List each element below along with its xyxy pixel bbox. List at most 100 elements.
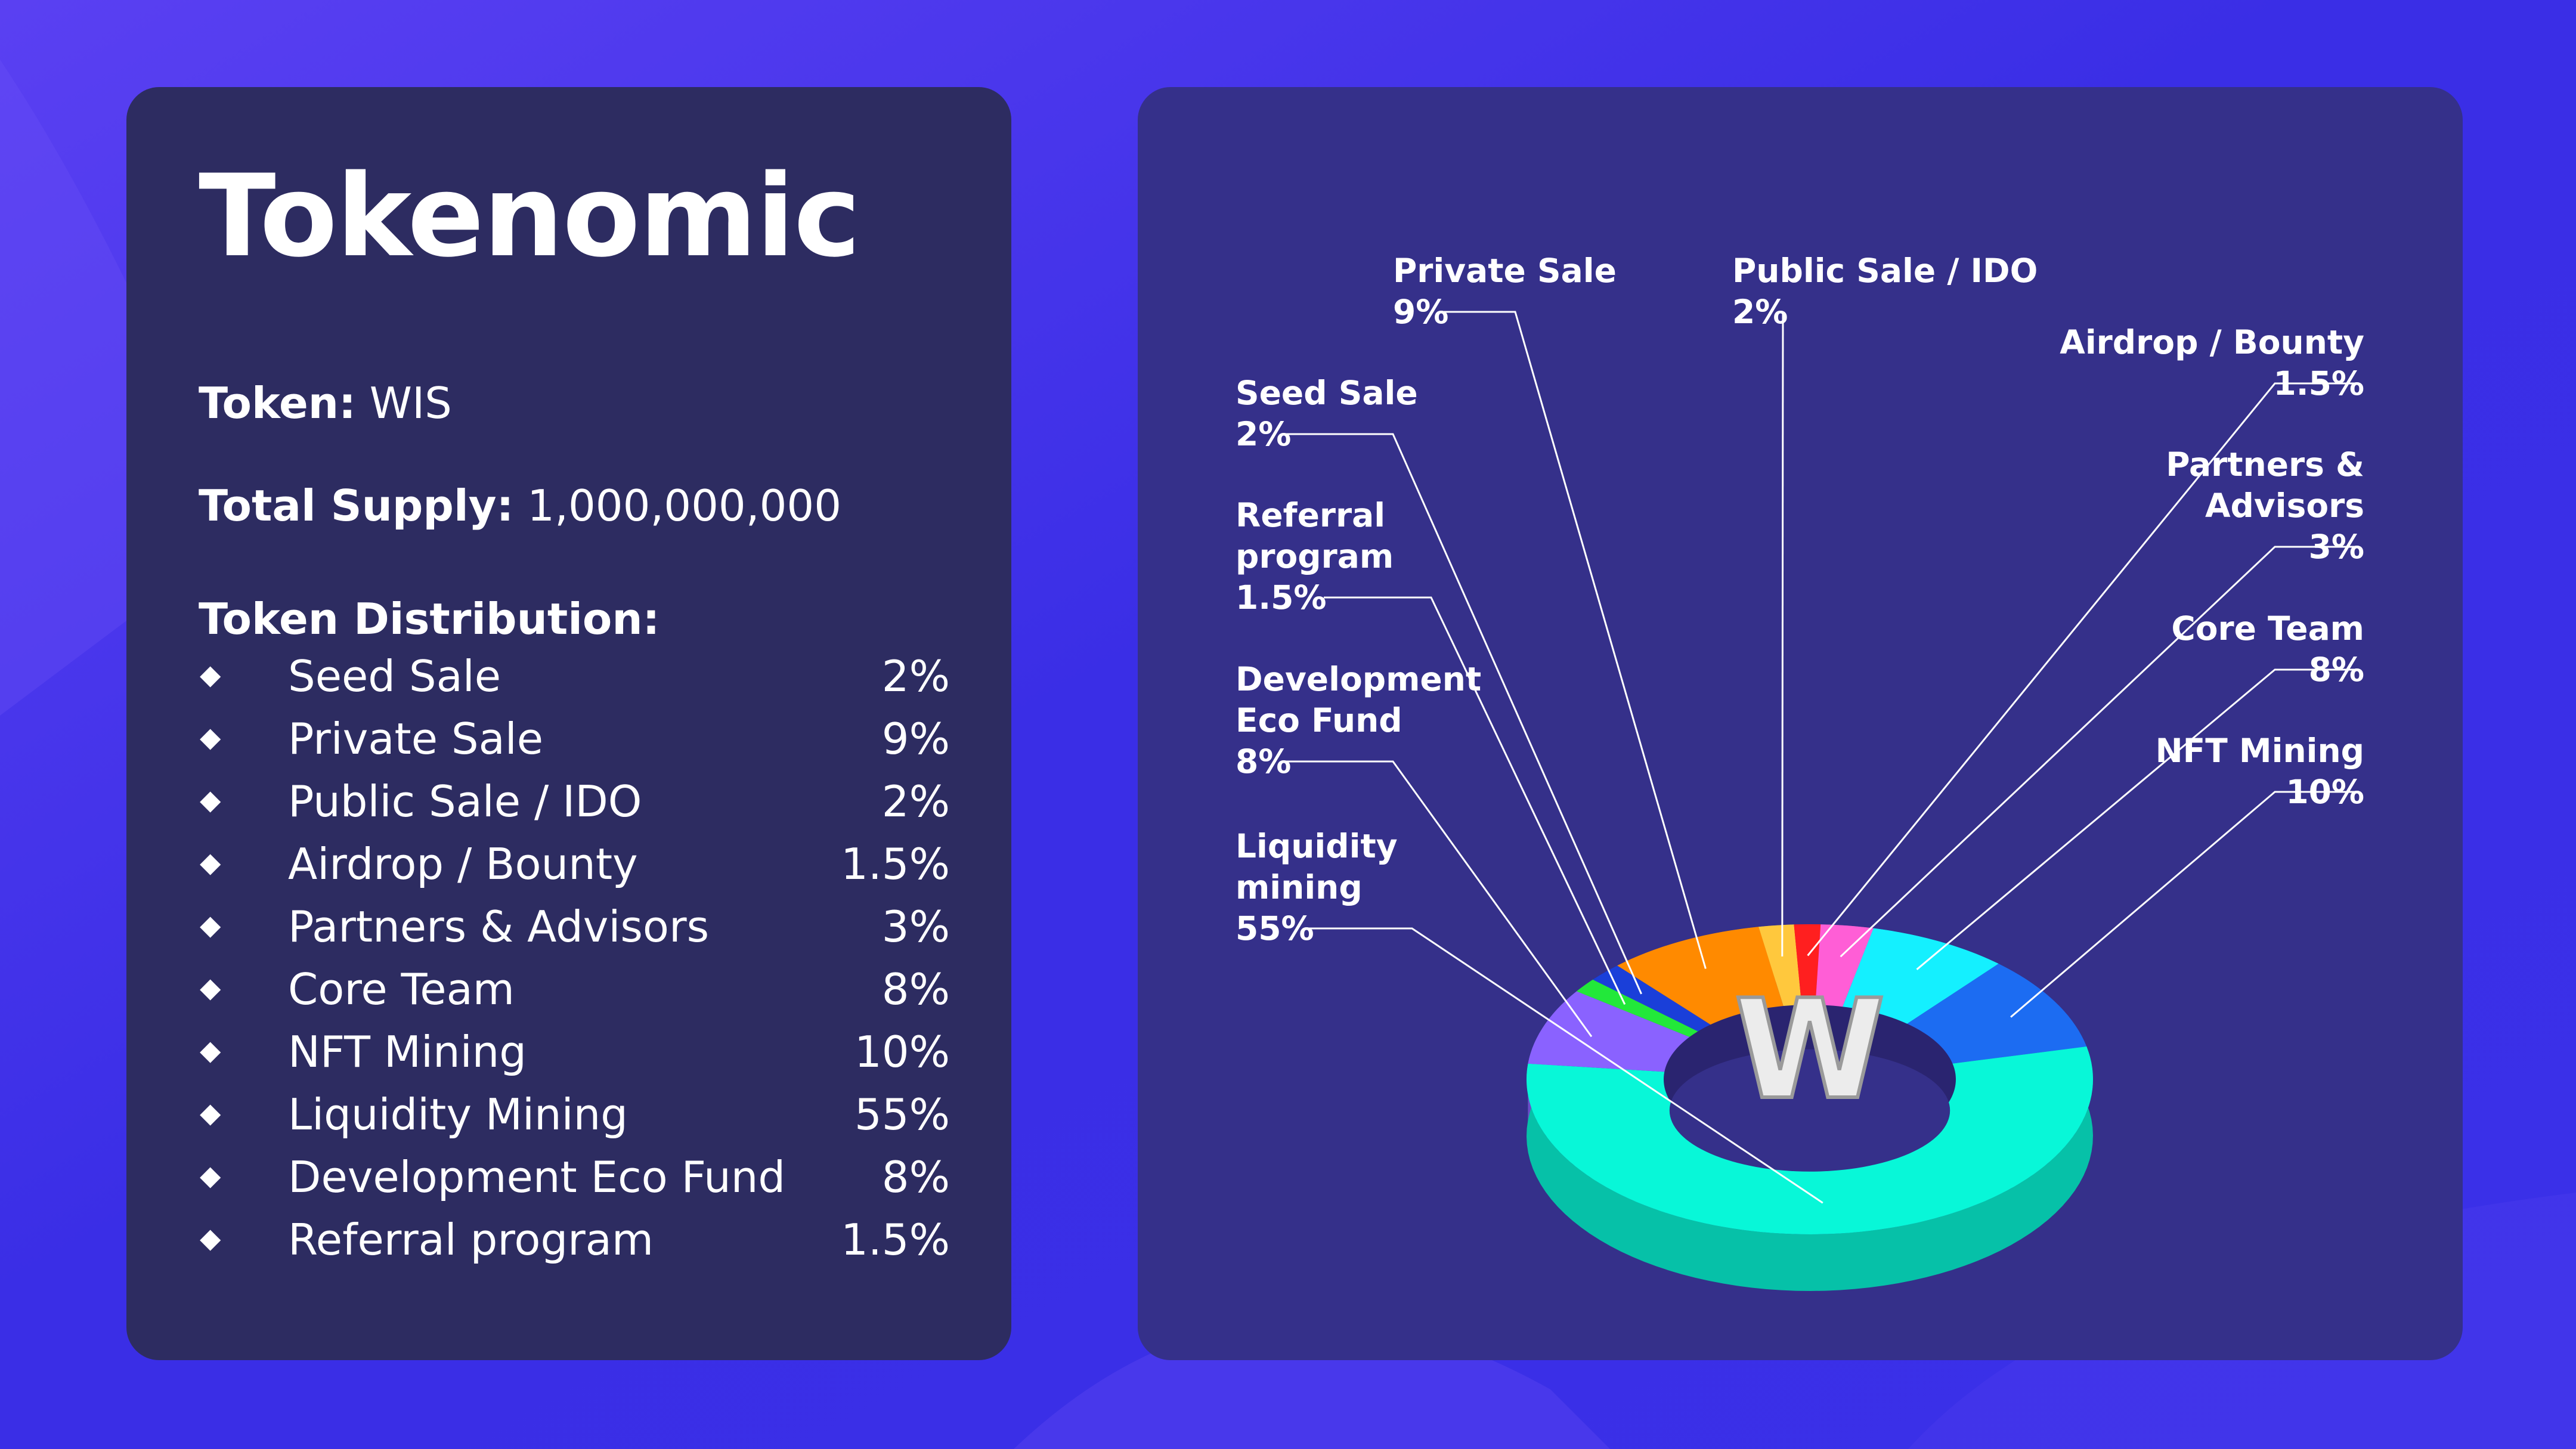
chart-slice	[1528, 991, 1690, 1072]
list-item: ◆ Liquidity Mining 55%	[199, 1093, 950, 1156]
total-supply-label: Total Supply:	[199, 481, 514, 531]
total-supply-info: Total Supply: 1,000,000,000	[199, 484, 841, 527]
diamond-bullet-icon: ◆	[200, 1222, 221, 1254]
chart-label-text: Public Sale / IDO	[1732, 252, 2038, 290]
chart-leader-line	[1444, 311, 1707, 969]
chart-slice-label: Partners & Advisors 3%	[2166, 444, 2364, 568]
chart-slice	[1527, 1046, 2093, 1234]
chart-slice-side	[1527, 1046, 2093, 1291]
diamond-bullet-icon: ◆	[200, 846, 221, 878]
list-item: ◆ Seed Sale 2%	[199, 655, 950, 717]
chart-label-text: NFT Mining	[2155, 732, 2364, 770]
diamond-bullet-icon: ◆	[200, 721, 221, 753]
chart-leader-line	[1286, 433, 1642, 995]
distribution-percent: 2%	[881, 776, 950, 826]
chart-slice-label: Airdrop / Bounty 1.5%	[2060, 322, 2364, 404]
chart-slice	[1815, 924, 1874, 1007]
chart-label-percent: 55%	[1236, 909, 1314, 948]
chart-label-text: Referral	[1236, 496, 1386, 534]
chart-slice	[1758, 924, 1802, 1007]
list-item: ◆ Development Eco Fund 8%	[199, 1156, 950, 1218]
chart-slice	[1794, 924, 1821, 1005]
chart-label-text: Advisors	[2205, 487, 2364, 525]
distribution-name: Liquidity Mining	[288, 1089, 628, 1140]
chart-label-percent: 1.5%	[1236, 578, 1327, 617]
distribution-name: Seed Sale	[288, 651, 501, 701]
total-supply-value: 1,000,000,000	[527, 481, 842, 531]
donut-hole	[1669, 1049, 1950, 1172]
distribution-name: Public Sale / IDO	[288, 776, 642, 826]
diamond-bullet-icon: ◆	[200, 1159, 221, 1191]
chart-label-text: Core Team	[2171, 609, 2364, 648]
distribution-name: Private Sale	[288, 714, 544, 764]
list-item: ◆ Private Sale 9%	[199, 717, 950, 780]
token-value: WIS	[369, 378, 452, 428]
list-item: ◆ NFT Mining 10%	[199, 1030, 950, 1093]
chart-slice-label: Core Team 8%	[2171, 608, 2364, 691]
diamond-bullet-icon: ◆	[200, 784, 221, 816]
chart-leader-line	[2010, 791, 2358, 1018]
list-item: ◆ Referral program 1.5%	[199, 1218, 950, 1281]
chart-slice	[1617, 927, 1784, 1025]
chart-slice-label: Private Sale 9%	[1393, 250, 1617, 333]
tokenomic-info-panel	[126, 87, 1011, 1360]
chart-label-percent: 10%	[2286, 773, 2364, 811]
diamond-bullet-icon: ◆	[200, 1034, 221, 1066]
distribution-heading: Token Distribution:	[199, 594, 660, 644]
page-title: Tokenomic	[199, 150, 861, 282]
list-item: ◆ Public Sale / IDO 2%	[199, 780, 950, 843]
chart-label-percent: 8%	[2308, 651, 2364, 689]
chart-leader-line	[1324, 596, 1626, 1005]
distribution-percent: 8%	[881, 964, 950, 1014]
diamond-bullet-icon: ◆	[200, 1097, 221, 1129]
donut-hole-wall	[1664, 1005, 1956, 1136]
chart-label-percent: 1.5%	[2273, 364, 2364, 402]
distribution-name: Core Team	[288, 964, 515, 1014]
distribution-percent: 3%	[881, 902, 950, 952]
chart-label-text: Private Sale	[1393, 252, 1617, 290]
distribution-name: Airdrop / Bounty	[288, 839, 638, 889]
diamond-bullet-icon: ◆	[200, 658, 221, 691]
distribution-percent: 2%	[881, 651, 950, 701]
chart-slice	[1843, 928, 1999, 1024]
chart-label-percent: 9%	[1393, 293, 1449, 331]
distribution-name: Partners & Advisors	[288, 902, 710, 952]
chart-label-text: Seed Sale	[1236, 374, 1418, 412]
list-item: ◆ Partners & Advisors 3%	[199, 905, 950, 968]
chart-leader-line	[1305, 927, 1823, 1204]
chart-slice-label: Referral program 1.5%	[1236, 495, 1394, 618]
chart-leader-line	[1286, 760, 1593, 1038]
distribution-percent: 10%	[854, 1027, 950, 1077]
chart-label-text: Partners &	[2166, 445, 2364, 484]
list-item: ◆ Core Team 8%	[199, 968, 950, 1030]
chart-leader-line	[1781, 311, 1784, 957]
chart-label-text: Airdrop / Bounty	[2060, 323, 2364, 361]
chart-slice-label: Liquidity mining 55%	[1236, 826, 1398, 949]
chart-label-percent: 8%	[1236, 742, 1292, 781]
chart-label-percent: 3%	[2308, 528, 2364, 566]
distribution-name: NFT Mining	[288, 1027, 527, 1077]
chart-slice	[1577, 979, 1698, 1038]
chart-label-percent: 2%	[1236, 415, 1292, 453]
chart-slice-label: Development Eco Fund 8%	[1236, 659, 1481, 782]
chart-label-text: mining	[1236, 868, 1363, 906]
distribution-percent: 9%	[881, 714, 950, 764]
chart-slice-label: Public Sale / IDO 2%	[1732, 250, 2038, 333]
chart-leader-line	[1807, 382, 2358, 956]
chart-label-text: Liquidity	[1236, 827, 1398, 865]
token-label: Token:	[199, 378, 356, 428]
chart-label-text: Eco Fund	[1236, 701, 1402, 739]
chart-label-percent: 2%	[1732, 293, 1788, 331]
chart-label-text: Development	[1236, 660, 1482, 698]
token-info: Token: WIS	[199, 382, 452, 425]
distribution-percent: 1.5%	[841, 839, 950, 889]
distribution-list: ◆ Seed Sale 2% ◆ Private Sale 9% ◆ Public Sal…	[199, 655, 950, 1281]
distribution-percent: 55%	[854, 1089, 950, 1140]
diamond-bullet-icon: ◆	[200, 971, 221, 1004]
list-item: ◆ Airdrop / Bounty 1.5%	[199, 843, 950, 905]
chart-slice-label: NFT Mining 10%	[2156, 730, 2364, 813]
distribution-percent: 1.5%	[841, 1215, 950, 1265]
distribution-percent: 8%	[881, 1152, 950, 1202]
distribution-name: Development Eco Fund	[288, 1152, 786, 1202]
